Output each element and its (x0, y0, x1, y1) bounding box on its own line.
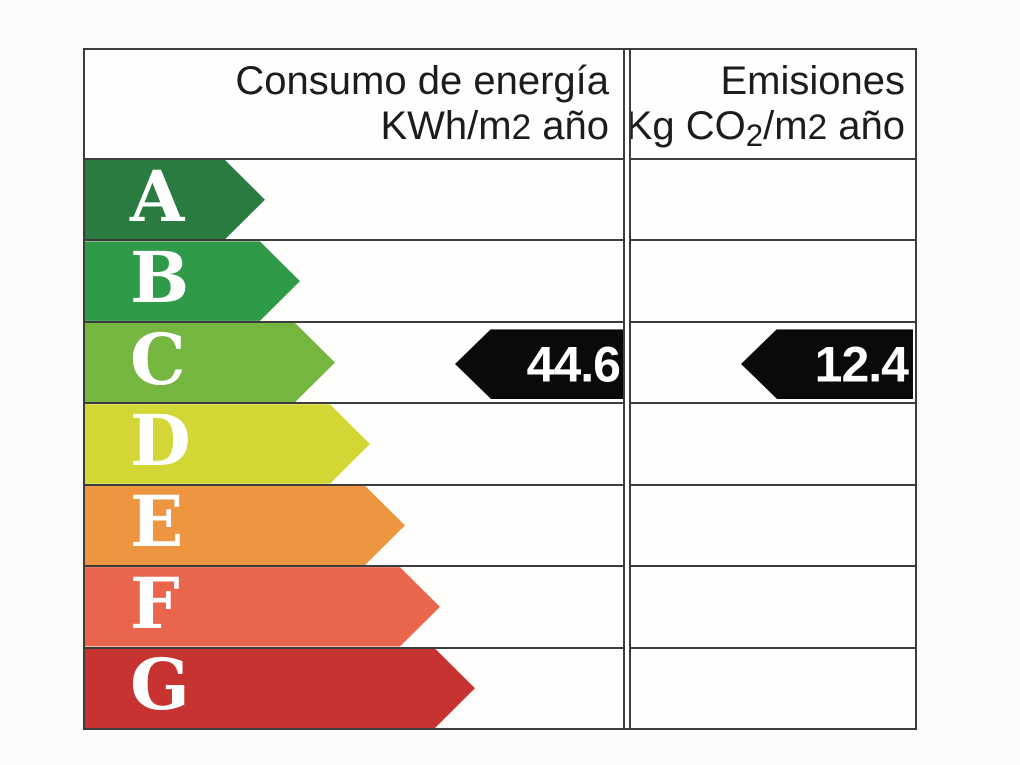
header-emissions-m2-digit: 2 (807, 108, 828, 147)
header-consumption-line2: KWh/m2 año (380, 104, 609, 148)
rating-letter-d: D (130, 398, 191, 482)
header-consumption-line1: Consumo de energía (235, 59, 609, 104)
rating-row-c: C 44.6 12.4 (85, 320, 915, 402)
header-consumption: Consumo de energía KWh/m2 año (85, 50, 623, 158)
rating-letter-g: G (130, 643, 190, 727)
rating-letter-e: E (130, 480, 184, 564)
header-emissions-line2: Kg CO2/m2 año (625, 104, 905, 153)
consumption-value-arrow: 44.6 (455, 328, 625, 399)
header-emissions-co2-subscript: 2 (745, 117, 764, 153)
rating-bar-b: B (85, 241, 300, 320)
energy-label-table: Consumo de energía KWh/m2 año Emisiones … (83, 48, 917, 730)
rating-row-a: A (85, 158, 915, 239)
rating-letter-a: A (130, 154, 185, 238)
header-emissions: Emisiones Kg CO2/m2 año (623, 50, 915, 158)
rating-row-d: D (85, 402, 915, 483)
rating-bar-c: C (85, 323, 335, 402)
column-divider (623, 50, 631, 728)
rating-letter-c: C (130, 317, 186, 401)
rating-bar-e: E (85, 486, 405, 565)
rating-row-b: B (85, 239, 915, 320)
rating-row-g: G (85, 646, 915, 728)
header-row: Consumo de energía KWh/m2 año Emisiones … (85, 50, 915, 158)
emissions-value: 12.4 (814, 335, 909, 392)
rating-letter-f: F (130, 561, 180, 645)
emissions-value-arrow: 12.4 (741, 328, 913, 399)
rating-bar-f: F (85, 567, 440, 646)
consumption-value: 44.6 (526, 335, 621, 392)
header-consumption-m2-digit: 2 (511, 108, 532, 147)
rating-row-e: E (85, 483, 915, 565)
rating-bar-g: G (85, 649, 475, 728)
rating-bar-a: A (85, 160, 265, 239)
header-emissions-line1: Emisiones (720, 59, 905, 104)
rating-row-f: F (85, 565, 915, 646)
rating-bar-d: D (85, 404, 370, 483)
energy-label-table-inner: Consumo de energía KWh/m2 año Emisiones … (85, 50, 915, 728)
rating-letter-b: B (130, 236, 190, 320)
